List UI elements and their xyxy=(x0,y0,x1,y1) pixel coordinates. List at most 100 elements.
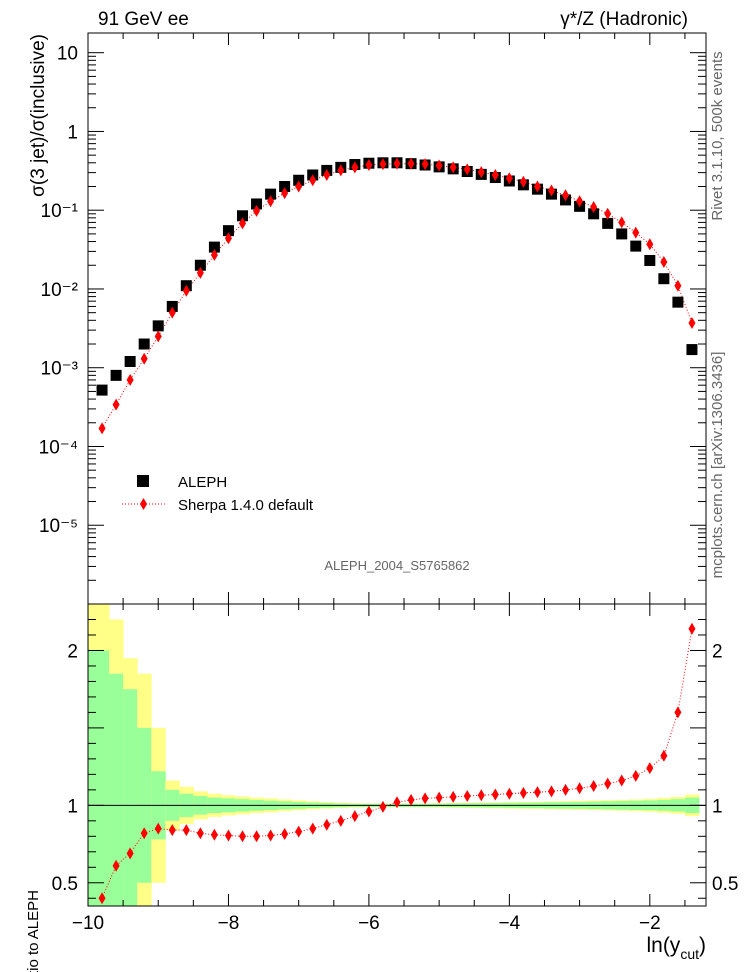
sherpa-point xyxy=(407,157,415,170)
x-tick-label: −8 xyxy=(218,913,240,934)
ratio-point xyxy=(98,892,106,905)
sherpa-point xyxy=(618,216,626,229)
ratio-point xyxy=(281,827,289,840)
ratio-point xyxy=(632,769,640,782)
sherpa-point xyxy=(646,238,654,251)
sherpa-point xyxy=(660,255,668,268)
ratio-band-inner xyxy=(88,650,110,906)
sherpa-point xyxy=(253,204,261,217)
sherpa-point xyxy=(295,180,303,193)
ratio-point xyxy=(646,762,654,775)
ratio-point xyxy=(154,822,162,835)
rivet-label: Rivet 3.1.10, 500k events xyxy=(709,51,726,220)
sherpa-point xyxy=(548,184,555,197)
sherpa-point xyxy=(688,316,696,329)
legend-marker-sherpa xyxy=(140,498,147,510)
sherpa-point xyxy=(224,232,232,245)
sherpa-point xyxy=(309,174,317,187)
sherpa-point xyxy=(576,195,584,208)
ratio-y-tick-label-left: 2 xyxy=(67,641,78,662)
aleph-point xyxy=(658,273,670,285)
sherpa-point xyxy=(239,217,246,230)
analysis-watermark: ALEPH_2004_S5765862 xyxy=(324,558,469,573)
ratio-point xyxy=(140,827,148,840)
aleph-point xyxy=(293,174,305,186)
ratio-point xyxy=(491,788,499,801)
axis-ticks xyxy=(87,33,706,906)
sherpa-point xyxy=(281,187,289,200)
ratio-point xyxy=(505,787,513,800)
aleph-point xyxy=(138,338,150,350)
ratio-point xyxy=(449,790,457,803)
main-y-tick-label: 10 xyxy=(57,44,78,65)
ratio-point xyxy=(604,777,612,790)
ratio-point xyxy=(435,791,443,804)
sherpa-point xyxy=(674,279,682,292)
aleph-point xyxy=(672,296,684,308)
ratio-y-tick-label-left: 0.5 xyxy=(52,874,78,895)
main-aleph-points xyxy=(96,157,698,396)
x-tick-label: −6 xyxy=(358,913,380,934)
ratio-point xyxy=(309,822,317,835)
sherpa-point xyxy=(365,158,373,171)
ratio-point xyxy=(224,829,232,842)
main-y-axis-title: σ(3 jet)/σ(inclusive) xyxy=(28,34,49,197)
sherpa-point xyxy=(323,168,331,181)
x-axis-title: ln(ycut) xyxy=(646,934,706,962)
sherpa-point xyxy=(421,158,429,171)
ratio-y-tick-label-left: 1 xyxy=(67,796,78,817)
ratio-y-axis-title: Ratio to ALEPH xyxy=(25,890,42,972)
ratio-band-inner xyxy=(123,689,138,906)
sherpa-point xyxy=(196,266,204,279)
legend-marker-aleph xyxy=(137,475,149,487)
main-y-tick-label: 10⁻⁵ xyxy=(39,516,78,537)
sherpa-point xyxy=(463,163,471,176)
ratio-point xyxy=(168,824,176,837)
sherpa-point xyxy=(337,164,345,177)
aleph-point xyxy=(96,384,108,396)
aleph-point xyxy=(265,188,277,200)
legend: ALEPH Sherpa 1.4.0 default xyxy=(122,474,314,514)
aleph-point xyxy=(208,241,220,253)
ratio-point xyxy=(562,783,570,796)
sherpa-point xyxy=(267,195,275,208)
aleph-point xyxy=(194,259,206,271)
ratio-point xyxy=(239,830,246,843)
aleph-point xyxy=(644,254,656,266)
mcplots-label: mcplots.cern.ch [arXiv:1306.3436] xyxy=(709,352,726,579)
ratio-point xyxy=(519,786,527,799)
ratio-point xyxy=(660,749,668,762)
ratio-point xyxy=(210,828,218,841)
legend-label-aleph: ALEPH xyxy=(178,474,227,491)
ratio-point xyxy=(576,782,584,795)
sherpa-point xyxy=(210,248,218,261)
ratio-line xyxy=(101,628,693,899)
sherpa-point xyxy=(168,306,176,319)
aleph-point xyxy=(152,320,164,332)
aleph-point xyxy=(602,217,614,229)
ratio-y-tick-label-right: 0.5 xyxy=(712,874,738,895)
ratio-uncertainty-bands xyxy=(88,604,700,906)
main-sherpa-points xyxy=(98,157,696,435)
aleph-point xyxy=(110,369,122,381)
process-label: γ*/Z (Hadronic) xyxy=(560,9,688,30)
ratio-point xyxy=(253,830,261,843)
sherpa-point xyxy=(393,157,401,170)
sherpa-point xyxy=(351,161,359,174)
ratio-point xyxy=(477,789,485,802)
ratio-point xyxy=(393,796,401,809)
ratio-point xyxy=(674,706,682,719)
sherpa-point xyxy=(604,207,612,220)
aleph-point xyxy=(251,198,263,210)
energy-label: 91 GeV ee xyxy=(98,9,189,30)
ratio-point xyxy=(463,790,471,803)
ratio-point xyxy=(112,859,120,872)
aleph-point xyxy=(279,180,291,192)
aleph-point xyxy=(630,240,642,252)
aleph-point xyxy=(166,300,178,312)
ratio-point xyxy=(126,847,134,860)
ratio-point xyxy=(590,779,598,792)
main-y-tick-label: 10⁻³ xyxy=(41,359,79,380)
ratio-point xyxy=(337,814,345,827)
